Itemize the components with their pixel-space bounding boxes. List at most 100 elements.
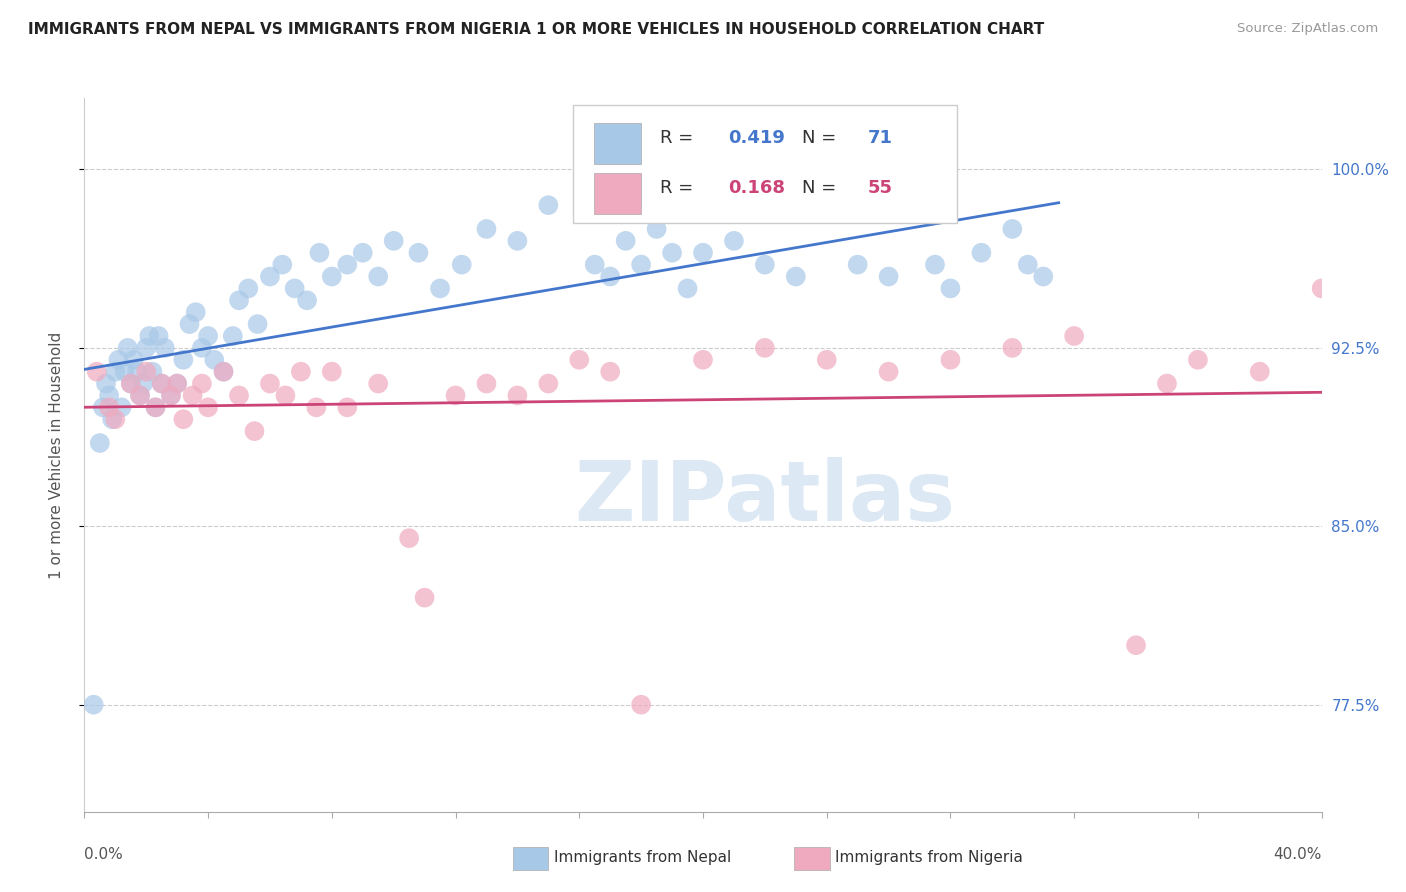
Point — [924, 258, 946, 272]
Point — [132, 376, 155, 391]
Point — [506, 234, 529, 248]
Point — [191, 376, 214, 391]
Point — [83, 698, 105, 712]
Point — [160, 388, 183, 402]
Text: Immigrants from Nigeria: Immigrants from Nigeria — [835, 850, 1024, 864]
Point — [645, 222, 668, 236]
Point — [475, 376, 498, 391]
Text: Source: ZipAtlas.com: Source: ZipAtlas.com — [1237, 22, 1378, 36]
Point — [754, 258, 776, 272]
Point — [367, 376, 389, 391]
Point — [1249, 365, 1271, 379]
Point — [537, 376, 560, 391]
Point — [599, 269, 621, 284]
Text: ZIPatlas: ZIPatlas — [575, 458, 955, 538]
Point — [259, 269, 281, 284]
Point — [1063, 329, 1085, 343]
Point — [630, 258, 652, 272]
Point — [110, 401, 132, 415]
Point — [367, 269, 389, 284]
Point — [614, 234, 637, 248]
Point — [145, 401, 167, 415]
Point — [290, 365, 312, 379]
Point — [197, 401, 219, 415]
Point — [153, 341, 176, 355]
Point — [305, 401, 328, 415]
Point — [148, 329, 170, 343]
Point — [172, 412, 194, 426]
Point — [1187, 352, 1209, 367]
Text: IMMIGRANTS FROM NEPAL VS IMMIGRANTS FROM NIGERIA 1 OR MORE VEHICLES IN HOUSEHOLD: IMMIGRANTS FROM NEPAL VS IMMIGRANTS FROM… — [28, 22, 1045, 37]
Point — [238, 281, 260, 295]
Point — [114, 365, 136, 379]
Point — [181, 388, 204, 402]
Point — [138, 329, 160, 343]
Point — [352, 245, 374, 260]
Point — [754, 341, 776, 355]
Point — [89, 436, 111, 450]
Point — [877, 269, 900, 284]
Point — [413, 591, 436, 605]
Point — [308, 245, 330, 260]
Point — [408, 245, 430, 260]
Point — [259, 376, 281, 391]
Point — [661, 245, 683, 260]
Point — [243, 424, 266, 438]
Text: 0.168: 0.168 — [728, 179, 785, 197]
Point — [222, 329, 245, 343]
Point — [939, 352, 962, 367]
Point — [160, 388, 183, 402]
Point — [197, 329, 219, 343]
Point — [1001, 222, 1024, 236]
Point — [120, 376, 142, 391]
Point — [104, 412, 127, 426]
Point — [246, 317, 269, 331]
Point — [98, 388, 121, 402]
Point — [172, 352, 194, 367]
Point — [107, 352, 129, 367]
Point — [145, 401, 167, 415]
Point — [271, 258, 294, 272]
Point — [450, 258, 472, 272]
Point — [506, 388, 529, 402]
Text: 0.419: 0.419 — [728, 129, 785, 147]
Point — [150, 376, 173, 391]
Point — [815, 352, 838, 367]
Point — [141, 365, 163, 379]
Point — [101, 412, 124, 426]
Point — [723, 234, 745, 248]
Point — [1001, 341, 1024, 355]
Text: R =: R = — [659, 179, 699, 197]
Point — [202, 352, 225, 367]
Point — [692, 352, 714, 367]
Point — [295, 293, 318, 308]
Point — [191, 341, 214, 355]
Point — [1125, 638, 1147, 652]
Point — [122, 352, 145, 367]
Point — [150, 376, 173, 391]
Point — [568, 352, 591, 367]
Point — [129, 388, 152, 402]
Text: 40.0%: 40.0% — [1274, 847, 1322, 863]
Point — [166, 376, 188, 391]
Text: 71: 71 — [868, 129, 893, 147]
Point — [135, 365, 157, 379]
Point — [1156, 376, 1178, 391]
Point — [104, 365, 127, 379]
Text: 0.0%: 0.0% — [84, 847, 124, 863]
Text: R =: R = — [659, 129, 699, 147]
Point — [599, 365, 621, 379]
Point — [125, 365, 148, 379]
Text: N =: N = — [801, 179, 842, 197]
Point — [676, 281, 699, 295]
Point — [120, 376, 142, 391]
Point — [321, 365, 343, 379]
Point — [336, 258, 359, 272]
Point — [166, 376, 188, 391]
Point — [274, 388, 297, 402]
Point — [179, 317, 201, 331]
Text: 55: 55 — [868, 179, 893, 197]
Point — [212, 365, 235, 379]
Point — [212, 365, 235, 379]
Point — [336, 401, 359, 415]
